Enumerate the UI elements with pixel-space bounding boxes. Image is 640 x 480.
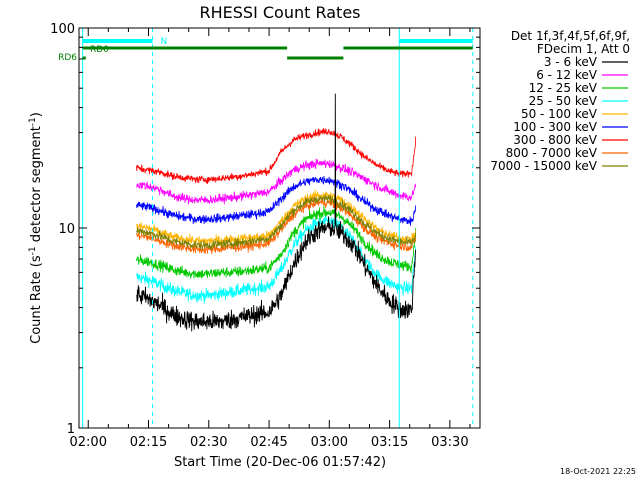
x-tick-label: 02:15 (130, 435, 167, 450)
overlay-bars: N RD0 RD6 (58, 37, 473, 63)
overlay-label-n: N (161, 37, 168, 47)
legend-label-9: 7000 - 15000 keV (490, 159, 597, 173)
series-line-2 (136, 158, 417, 205)
legend: Det 1f,3f,4f,5f,6f,9f,FDecim 1, Att 03 -… (490, 29, 630, 173)
x-tick-label: 02:00 (70, 435, 107, 450)
y-label-part: -1 (28, 246, 38, 255)
x-axis-label: Start Time (20-Dec-06 01:57:42) (174, 455, 386, 470)
series-line-4 (136, 213, 417, 304)
legend-label-1: 3 - 6 keV (544, 55, 598, 69)
footer-timestamp: 18-Oct-2021 22:25 (560, 467, 636, 476)
y-tick-label: 1 (67, 422, 75, 437)
series-line-1 (136, 93, 417, 332)
legend-label-7: 300 - 800 keV (513, 133, 597, 147)
y-axis-label: Count Rate (s-1 detector segment-1) (28, 112, 44, 344)
y-label-part: Count Rate (s (29, 255, 44, 344)
x-tick-label: 03:30 (431, 435, 468, 450)
legend-label-2: 6 - 12 keV (536, 68, 598, 82)
x-tick-label: 02:30 (190, 435, 227, 450)
data-layer (136, 93, 417, 332)
legend-header-line: FDecim 1, Att 0 (537, 42, 630, 56)
overlay-label-rd6: RD6 (58, 53, 77, 63)
y-tick-label: 100 (50, 22, 75, 37)
legend-label-3: 12 - 25 keV (529, 81, 598, 95)
legend-label-6: 100 - 300 keV (513, 120, 597, 134)
y-label-part: detector segment (29, 126, 44, 246)
series-line-7 (136, 127, 417, 184)
series-line-8 (136, 196, 417, 255)
legend-label-8: 800 - 7000 keV (506, 146, 598, 160)
legend-label-4: 25 - 50 keV (529, 94, 598, 108)
x-tick-label: 02:45 (250, 435, 287, 450)
x-axis-ticks: 02:00 02:15 02:30 02:45 03:00 03:15 03:30 (70, 28, 471, 450)
y-label-part: ) (29, 112, 44, 117)
overlay-label-rd0: RD0 (90, 45, 109, 55)
y-tick-label: 10 (58, 222, 75, 237)
series-line-9 (136, 193, 417, 250)
x-tick-label: 03:00 (311, 435, 348, 450)
series-line-5 (136, 189, 417, 247)
y-label-part: -1 (28, 117, 38, 126)
series-line-3 (136, 206, 417, 279)
series-line-6 (136, 176, 417, 226)
x-tick-label: 03:15 (371, 435, 408, 450)
y-axis-ticks: 1 10 100 (50, 22, 480, 437)
legend-label-5: 50 - 100 keV (521, 107, 598, 121)
chart-title: RHESSI Count Rates (200, 3, 361, 22)
legend-header-line: Det 1f,3f,4f,5f,6f,9f, (511, 29, 630, 43)
